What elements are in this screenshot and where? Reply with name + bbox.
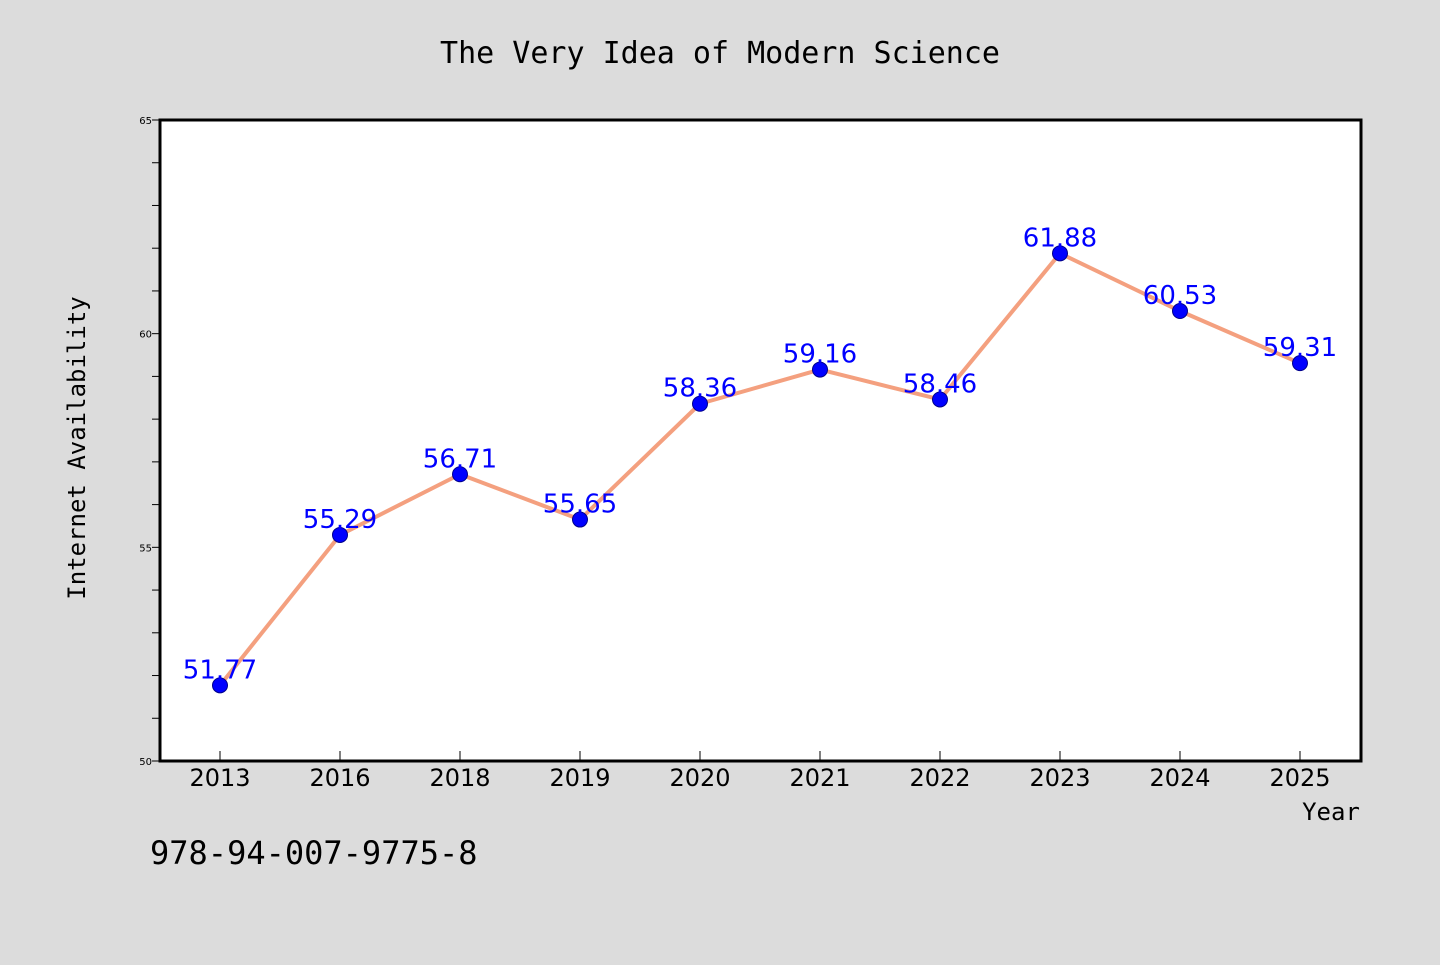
x-tick-label: 2013 xyxy=(189,764,250,792)
data-label-2022: 58.46 xyxy=(903,369,977,399)
x-tick-label: 2021 xyxy=(789,764,850,792)
data-label-2025: 59.31 xyxy=(1263,333,1337,363)
data-point-2022 xyxy=(932,391,948,408)
series-markers xyxy=(212,245,1308,694)
isbn-text: 978-94-007-9775-8 xyxy=(150,834,478,872)
x-axis-ticks: 2013 2016 2018 2019 2020 2021 2022 2023 2024 2025 xyxy=(189,751,1331,792)
chart-title: The Very Idea of Modern Science xyxy=(440,36,1000,71)
data-label-2020: 58.36 xyxy=(663,374,737,404)
data-point-2025 xyxy=(1292,355,1308,372)
data-point-2016 xyxy=(332,526,348,543)
x-axis-label: Year xyxy=(1302,798,1360,826)
y-axis-label: Internet Availability xyxy=(63,296,91,599)
x-tick-label: 2016 xyxy=(309,764,370,792)
y-tick-label: 65 xyxy=(139,116,152,127)
y-tick-label: 50 xyxy=(139,757,152,768)
data-point-2024 xyxy=(1172,303,1188,320)
data-label-2019: 55.65 xyxy=(543,490,617,520)
plot-area xyxy=(160,120,1361,761)
data-label-2016: 55.29 xyxy=(303,505,377,535)
data-point-2013 xyxy=(212,677,228,694)
data-label-2013: 51.77 xyxy=(183,655,257,685)
data-point-2020 xyxy=(692,395,708,412)
data-point-2023 xyxy=(1052,245,1068,262)
data-label-2018: 56.71 xyxy=(423,444,497,474)
x-tick-label: 2025 xyxy=(1269,764,1330,792)
y-tick-label: 55 xyxy=(139,543,152,554)
x-tick-label: 2018 xyxy=(429,764,490,792)
series-line xyxy=(218,251,1301,687)
x-tick-label: 2022 xyxy=(909,764,970,792)
data-label-2024: 60.53 xyxy=(1143,281,1217,311)
data-point-2019 xyxy=(572,511,588,528)
plot-frame xyxy=(158,118,1363,763)
data-label-2021: 59.16 xyxy=(783,340,857,370)
x-tick-label: 2020 xyxy=(669,764,730,792)
y-tick-label: 60 xyxy=(139,330,152,341)
data-labels: 51.77 55.29 56.71 55.65 58.36 59.16 58.46 61.88… xyxy=(183,223,1337,685)
x-tick-label: 2024 xyxy=(1149,764,1210,792)
data-point-2018 xyxy=(452,466,468,483)
data-point-2021 xyxy=(812,361,828,378)
x-tick-label: 2019 xyxy=(549,764,610,792)
data-label-2023: 61.88 xyxy=(1023,223,1097,253)
x-tick-label: 2023 xyxy=(1029,764,1090,792)
